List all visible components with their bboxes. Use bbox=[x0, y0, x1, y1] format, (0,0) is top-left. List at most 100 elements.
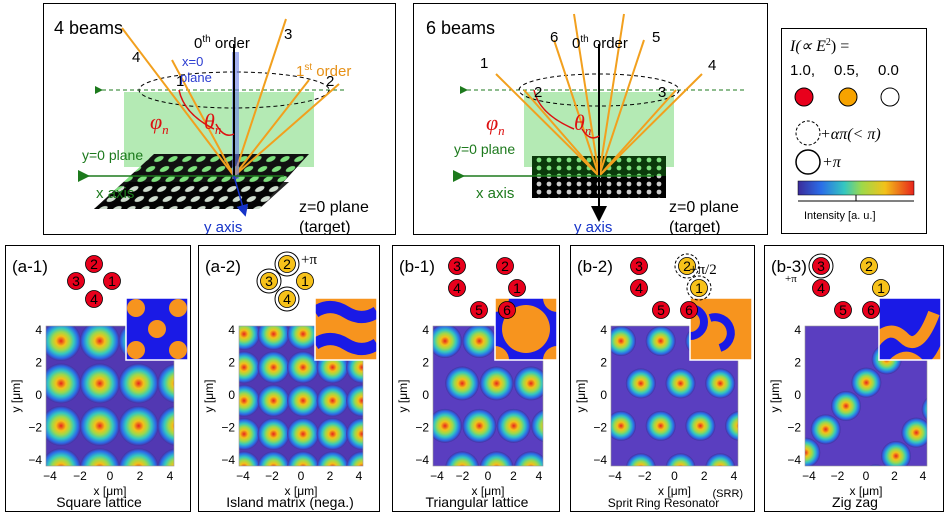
panel-caption: Zig zag bbox=[832, 494, 878, 510]
panel-id: (a-2) bbox=[205, 257, 241, 276]
four-beams-diagram: 4 beams 4 1 2 3 0th order 1st order x=0 … bbox=[54, 18, 369, 235]
beam-number: 3 bbox=[817, 258, 825, 274]
panel-graphic: (b-1) 3 2 4 1 5 6 4 2 0 −2 −4−4 −2 0 2 4 y [μm] x [μm]Tri… bbox=[396, 257, 558, 510]
y-tick-label: 4 bbox=[35, 323, 42, 337]
y-tick-label: 4 bbox=[794, 323, 801, 337]
beam-number: 5 bbox=[475, 302, 483, 318]
beam-circle-2 bbox=[85, 255, 103, 273]
beam-number: 6 bbox=[685, 302, 693, 318]
y-tick-label: 2 bbox=[600, 356, 607, 370]
x-tick-label: 2 bbox=[327, 469, 334, 483]
phi-label: φn bbox=[150, 109, 169, 137]
beam-phase-circles: 23 14 bbox=[67, 255, 121, 308]
x-tick-label: 4 bbox=[536, 469, 543, 483]
x-tick-label: −4 bbox=[236, 469, 250, 483]
z0-plane-label: z=0 plane bbox=[669, 199, 739, 216]
x-tick-label: 2 bbox=[701, 469, 708, 483]
beam-number: 4 bbox=[817, 280, 825, 296]
z0-plane-label: z=0 plane bbox=[299, 199, 369, 216]
x-tick-label: −4 bbox=[608, 469, 622, 483]
beam-phase-circles: 3 2 4 1 5 6 bbox=[808, 253, 890, 319]
beam-label-5: 5 bbox=[652, 29, 660, 46]
y-tick-label: −4 bbox=[593, 453, 607, 467]
x-axis-label: x axis bbox=[476, 185, 514, 202]
legend-panel: I(∝ E2) = 1.0, 0.5, 0.0 +απ(< π) +π Inte… bbox=[781, 28, 927, 234]
x-axis-label: x [μm] bbox=[285, 484, 318, 498]
beam-circle-3 bbox=[260, 272, 278, 290]
beam-number: 4 bbox=[90, 291, 98, 307]
y-tick-label: −2 bbox=[415, 421, 429, 435]
beam-circle-1 bbox=[296, 272, 314, 290]
panel-caption: Triangular lattice bbox=[426, 494, 529, 510]
phase-ring bbox=[274, 286, 300, 312]
phase-ring bbox=[274, 251, 300, 277]
beam-number: 1 bbox=[108, 273, 116, 289]
phase-pi-label: +π bbox=[822, 154, 842, 171]
beam-circle-1 bbox=[103, 272, 121, 290]
beam-label-3: 3 bbox=[284, 26, 292, 43]
zeroth-order-label: 0th order bbox=[572, 34, 628, 52]
x-tick-label: −4 bbox=[43, 469, 57, 483]
y-tick-label: 4 bbox=[422, 323, 429, 337]
y-tick-label: −2 bbox=[787, 421, 801, 435]
phase-alpha-label: +απ(< π) bbox=[820, 126, 881, 143]
beam-label-6: 6 bbox=[550, 29, 558, 46]
pattern-inset bbox=[314, 297, 378, 361]
beam-number: 4 bbox=[283, 291, 291, 307]
y-tick-label: 0 bbox=[35, 388, 42, 402]
beam-number: 4 bbox=[453, 280, 461, 296]
x-tick-label: 0 bbox=[671, 469, 678, 483]
legend-value-2: 0.5, bbox=[834, 62, 859, 79]
beam-number: 1 bbox=[513, 280, 521, 296]
x-tick-label: 0 bbox=[107, 469, 114, 483]
intensity-map bbox=[611, 326, 738, 466]
x-axis-label: x [μm] bbox=[472, 484, 505, 498]
phase-shift-label: +π bbox=[785, 273, 797, 285]
beam-label-4: 4 bbox=[132, 49, 140, 66]
beam-circle-2 bbox=[278, 255, 296, 273]
beam-phase-circles: 23 14 bbox=[256, 251, 314, 312]
theta-label: θn bbox=[204, 109, 221, 137]
beam-circle-5 bbox=[470, 301, 488, 319]
phase-ring bbox=[808, 253, 834, 279]
y-tick-label: −4 bbox=[415, 453, 429, 467]
beam-circle-4 bbox=[630, 279, 648, 297]
legend-orange-circle bbox=[838, 87, 858, 107]
x-tick-label: 4 bbox=[731, 469, 738, 483]
beam-number: 2 bbox=[501, 258, 509, 274]
y-tick-label: 2 bbox=[422, 356, 429, 370]
beam-label-4: 4 bbox=[708, 57, 716, 74]
phi-label: φn bbox=[486, 110, 505, 138]
beam-circle-5 bbox=[652, 301, 670, 319]
y-axis-label: y [μm] bbox=[574, 380, 588, 413]
target-label: (target) bbox=[669, 219, 721, 235]
beam-number: 2 bbox=[283, 256, 291, 272]
x-tick-label: 4 bbox=[920, 469, 927, 483]
six-beams-title: 6 beams bbox=[426, 18, 495, 38]
beam-circle-3 bbox=[448, 257, 466, 275]
y-tick-label: 2 bbox=[794, 356, 801, 370]
y-axis-label: y [μm] bbox=[9, 380, 23, 413]
x-tick-label: 0 bbox=[485, 469, 492, 483]
colorbar-label: Intensity [a. u.] bbox=[804, 210, 876, 222]
beam-label-3: 3 bbox=[658, 84, 666, 101]
beam-number: 1 bbox=[301, 273, 309, 289]
four-beams-title: 4 beams bbox=[54, 18, 123, 38]
target-label: (target) bbox=[299, 219, 351, 235]
x-tick-label: 4 bbox=[356, 469, 363, 483]
beam-number: 3 bbox=[265, 273, 273, 289]
y-tick-label: 4 bbox=[600, 323, 607, 337]
x-tick-label: 2 bbox=[137, 469, 144, 483]
beam-number: 6 bbox=[867, 302, 875, 318]
legend-white-circle bbox=[880, 87, 900, 107]
y0-plane-label: y=0 plane bbox=[454, 141, 515, 157]
x-tick-label: −2 bbox=[638, 469, 652, 483]
beam-circle-2 bbox=[860, 257, 878, 275]
panel-graphic: (b-3) 3 2 4 1 5 6 +π 4 2 0 −2 −4−4 −2 0 2 4 y [μm] x [μm]Z… bbox=[768, 253, 942, 510]
pattern-inset bbox=[125, 297, 189, 361]
x-axis-label: x axis bbox=[96, 185, 134, 202]
intensity-map bbox=[46, 326, 174, 466]
y-tick-label: 2 bbox=[228, 356, 235, 370]
phase-ring bbox=[686, 275, 712, 301]
